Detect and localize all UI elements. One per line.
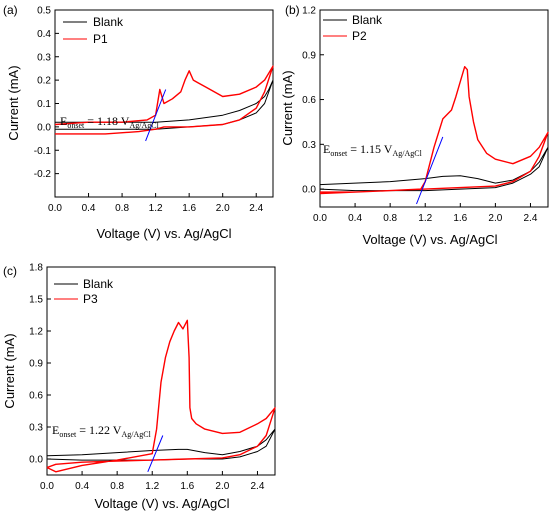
panel-c-y-tick-label-6: 1.8 (29, 263, 43, 274)
panel-c-frame (46, 266, 276, 476)
panel-b-y-ticks: 0.0 0.3 0.6 0.9 1.2 (302, 6, 324, 196)
panel-a-series-blank (55, 79, 274, 130)
panel-b-series (319, 65, 549, 205)
panel-b-x-tick-label-2: 0.8 (383, 213, 397, 224)
panel-b-series-blank (319, 146, 549, 192)
panel-b-x-ticks: 0.0 0.4 0.8 1.2 1.6 2.0 2.4 (313, 203, 538, 224)
panel-c-x-tick-label-4: 1.6 (180, 481, 194, 492)
panel-b-legend-p2-label: P2 (352, 29, 367, 43)
panel-c-x-tick-label-1: 0.4 (75, 481, 89, 492)
panel-a-x-tick-label-4: 1.6 (182, 203, 196, 214)
panel-c-x-tick-label-2: 0.8 (110, 481, 124, 492)
panel-a-y-tick-label-1: -0.1 (34, 146, 52, 157)
panel-c-x-tick-label-6: 2.4 (251, 481, 265, 492)
panel-c-legend: Blank P3 (54, 277, 114, 306)
panel-c-y-tick-label-3: 0.9 (29, 359, 43, 370)
panel-b-y-tick-label-3: 0.9 (302, 50, 316, 61)
panel-c-x-tick-label-0: 0.0 (40, 481, 54, 492)
panel-b-series-onset-tangent (416, 136, 444, 205)
panel-a-legend: Blank P1 (63, 15, 124, 46)
panel-b-frame (319, 9, 549, 208)
panel-c-x-ticks: 0.0 0.4 0.8 1.2 1.6 2.0 2.4 (40, 471, 265, 492)
panel-b: (b) 0.0 0.3 0.6 0.9 1.2 0.0 0.4 0.8 1.2 1.6 2.0 2.… (280, 3, 549, 247)
panel-a-x-tick-label-5: 2.0 (216, 203, 230, 214)
panel-a-x-tick-label-3: 1.2 (149, 203, 163, 214)
panel-c-x-axis-label: Voltage (V) vs. Ag/AgCl (94, 496, 229, 511)
panel-b-x-tick-label-5: 2.0 (488, 213, 502, 224)
panel-a-series (54, 65, 274, 142)
panel-a-series-p1 (54, 65, 274, 135)
panel-a-y-axis-label: Current (mA) (6, 65, 21, 140)
panel-a-label: (a) (3, 3, 18, 17)
panel-c-label: (c) (3, 264, 17, 278)
panel-a-onset-annotation: Eonset = 1.18 VAg/AgCl (60, 114, 160, 130)
panel-c-series-onset-tangent (147, 435, 164, 472)
panel-b-x-tick-label-1: 0.4 (348, 213, 362, 224)
panel-b-legend-blank-label: Blank (352, 13, 383, 27)
panel-b-y-tick-label-1: 0.3 (302, 140, 316, 151)
panel-c-onset-annotation: Eonset = 1.22 VAg/AgCl (52, 423, 152, 439)
panel-c-y-ticks: 0.0 0.3 0.6 0.9 1.2 1.5 1.8 (29, 263, 51, 466)
panel-b-x-tick-label-0: 0.0 (313, 213, 327, 224)
panel-a-y-tick-label-6: 0.4 (37, 29, 51, 40)
panel-b-y-tick-label-4: 1.2 (302, 6, 316, 17)
panel-a-x-tick-label-1: 0.4 (82, 203, 96, 214)
panel-c-legend-p3-label: P3 (83, 292, 98, 306)
panel-a: (a) -0.2 -0.1 0.0 0.1 0.2 0.3 0.4 0.5 0.0 0.4 0.8… (3, 3, 274, 241)
panel-b-onset-annotation: Eonset = 1.15 VAg/AgCl (323, 142, 423, 158)
panel-b-x-tick-label-3: 1.2 (418, 213, 432, 224)
panel-c-y-tick-label-5: 1.5 (29, 295, 43, 306)
panel-c-series-p3 (46, 319, 276, 473)
panel-c-y-tick-label-4: 1.2 (29, 327, 43, 338)
panel-b-x-tick-label-4: 1.6 (453, 213, 467, 224)
panel-b-label: (b) (285, 3, 300, 17)
panel-c-series (46, 319, 276, 473)
panel-a-x-tick-label-6: 2.4 (249, 203, 263, 214)
panel-c-y-tick-label-1: 0.3 (29, 423, 43, 434)
panel-a-y-ticks: -0.2 -0.1 0.0 0.1 0.2 0.3 0.4 0.5 (34, 6, 59, 180)
panel-a-y-tick-label-2: 0.0 (37, 122, 51, 133)
panel-c-x-tick-label-3: 1.2 (145, 481, 159, 492)
panel-c-y-axis-label: Current (mA) (2, 333, 17, 408)
panel-a-series-onset-tangent (145, 89, 167, 142)
panel-a-y-tick-label-3: 0.1 (37, 99, 51, 110)
panel-a-legend-blank-label: Blank (93, 15, 124, 29)
panel-a-legend-p1-label: P1 (93, 32, 108, 46)
panel-b-x-axis-label: Voltage (V) vs. Ag/AgCl (362, 232, 497, 247)
panel-b-series-p2 (319, 65, 549, 195)
panel-b-y-tick-label-0: 0.0 (302, 185, 316, 196)
panel-a-y-tick-label-0: -0.2 (34, 169, 52, 180)
panel-c-legend-blank-label: Blank (83, 277, 114, 291)
panel-a-x-tick-label-0: 0.0 (48, 203, 62, 214)
panel-c: (c) 0.0 0.3 0.6 0.9 1.2 1.5 1.8 0.0 0.4 0.8 1.2 1.… (2, 263, 276, 511)
panel-c-y-tick-label-0: 0.0 (29, 455, 43, 466)
panel-b-y-tick-label-2: 0.6 (302, 95, 316, 106)
panel-a-x-axis-label: Voltage (V) vs. Ag/AgCl (96, 226, 231, 241)
panel-c-y-tick-label-2: 0.6 (29, 391, 43, 402)
panel-b-legend: Blank P2 (323, 13, 383, 43)
panel-a-x-tick-label-2: 0.8 (115, 203, 129, 214)
panel-a-y-tick-label-5: 0.3 (37, 52, 51, 63)
panel-b-x-tick-label-6: 2.4 (524, 213, 538, 224)
panel-a-x-ticks: 0.0 0.4 0.8 1.2 1.6 2.0 2.4 (48, 193, 264, 214)
panel-a-y-tick-label-4: 0.2 (37, 76, 51, 87)
panel-b-y-axis-label: Current (mA) (280, 70, 295, 145)
panel-c-x-tick-label-5: 2.0 (215, 481, 229, 492)
panel-a-y-tick-label-7: 0.5 (37, 6, 51, 17)
